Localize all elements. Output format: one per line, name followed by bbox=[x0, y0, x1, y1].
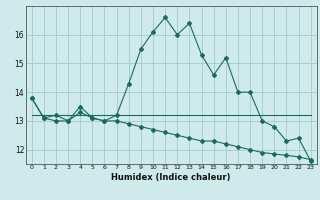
X-axis label: Humidex (Indice chaleur): Humidex (Indice chaleur) bbox=[111, 173, 231, 182]
